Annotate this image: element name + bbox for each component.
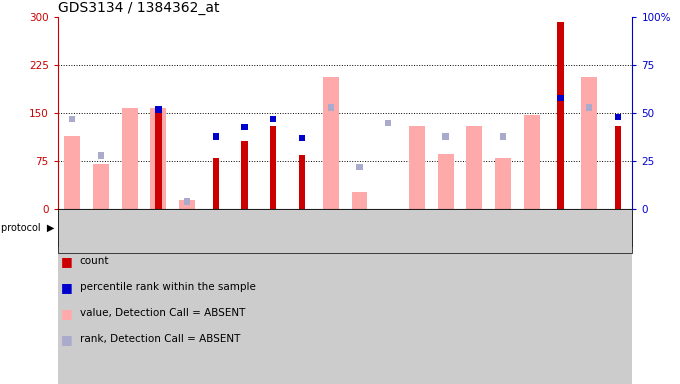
Bar: [586, 104, 592, 111]
Text: exercise: exercise: [466, 223, 512, 233]
Text: percentile rank within the sample: percentile rank within the sample: [80, 282, 256, 292]
Text: ■: ■: [61, 333, 73, 346]
Bar: [98, 152, 104, 159]
Bar: [69, 116, 75, 122]
Bar: [385, 120, 392, 126]
Text: ■: ■: [61, 255, 73, 268]
Text: protocol  ▶: protocol ▶: [1, 223, 54, 233]
Bar: [299, 135, 305, 141]
Bar: [495, 158, 511, 209]
Bar: [213, 158, 219, 209]
Text: count: count: [80, 256, 109, 266]
Bar: [328, 104, 334, 111]
Bar: [438, 154, 454, 209]
Bar: [150, 108, 166, 209]
Text: GDS3134 / 1384362_at: GDS3134 / 1384362_at: [58, 1, 219, 15]
Text: value, Detection Call = ABSENT: value, Detection Call = ABSENT: [80, 308, 245, 318]
Bar: [184, 199, 190, 205]
Bar: [356, 164, 362, 170]
Bar: [299, 155, 305, 209]
Bar: [155, 106, 162, 113]
Bar: [409, 126, 425, 209]
Text: sedentary: sedentary: [173, 223, 230, 233]
Bar: [466, 126, 482, 209]
Bar: [270, 116, 277, 122]
Bar: [615, 114, 622, 120]
Bar: [155, 112, 162, 209]
Bar: [93, 164, 109, 209]
Bar: [352, 192, 367, 209]
Bar: [241, 141, 248, 209]
Bar: [65, 136, 80, 209]
Bar: [122, 108, 137, 209]
Bar: [270, 126, 277, 209]
Text: ■: ■: [61, 307, 73, 320]
Bar: [58, 209, 632, 384]
Text: rank, Detection Call = ABSENT: rank, Detection Call = ABSENT: [80, 334, 240, 344]
Bar: [180, 200, 195, 209]
Bar: [524, 114, 540, 209]
Bar: [213, 133, 219, 139]
Bar: [558, 22, 564, 209]
Bar: [500, 133, 507, 139]
Bar: [241, 124, 248, 130]
Bar: [615, 126, 622, 209]
Bar: [581, 77, 597, 209]
Bar: [443, 133, 449, 139]
Text: ■: ■: [61, 281, 73, 294]
Bar: [558, 95, 564, 101]
Bar: [323, 77, 339, 209]
